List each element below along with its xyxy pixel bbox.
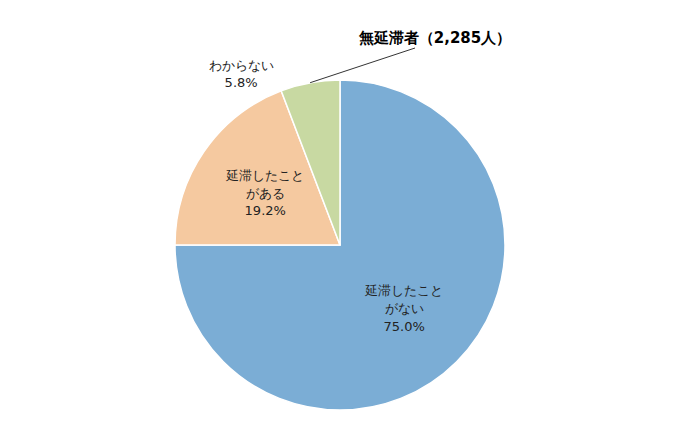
title: 無延滞者（2,285人） xyxy=(358,29,511,47)
slice-label-line: 延滞したこと xyxy=(225,167,304,182)
data-label: 75.0% xyxy=(384,319,425,334)
slice-label: 延滞したことがない xyxy=(364,283,443,316)
title-leader xyxy=(310,48,415,83)
pie-slice xyxy=(175,80,505,410)
data-label: 5.8% xyxy=(225,75,258,90)
pie xyxy=(175,80,505,410)
slice-label-line: がない xyxy=(385,301,424,316)
chart: 延滞したことがない75.0%延滞したことがある19.2%わからない5.8%無延滞… xyxy=(0,0,679,434)
labels: 延滞したことがない75.0%延滞したことがある19.2%わからない5.8% xyxy=(209,57,444,334)
slice-label-line: わからない xyxy=(209,57,274,72)
slice-label: わからない xyxy=(209,57,274,72)
slice-label: 延滞したことがある xyxy=(225,167,304,200)
data-label: 19.2% xyxy=(245,203,286,218)
pie-slice xyxy=(281,80,340,245)
slice-label-line: がある xyxy=(246,185,285,200)
slice-label-line: 延滞したこと xyxy=(364,283,443,298)
